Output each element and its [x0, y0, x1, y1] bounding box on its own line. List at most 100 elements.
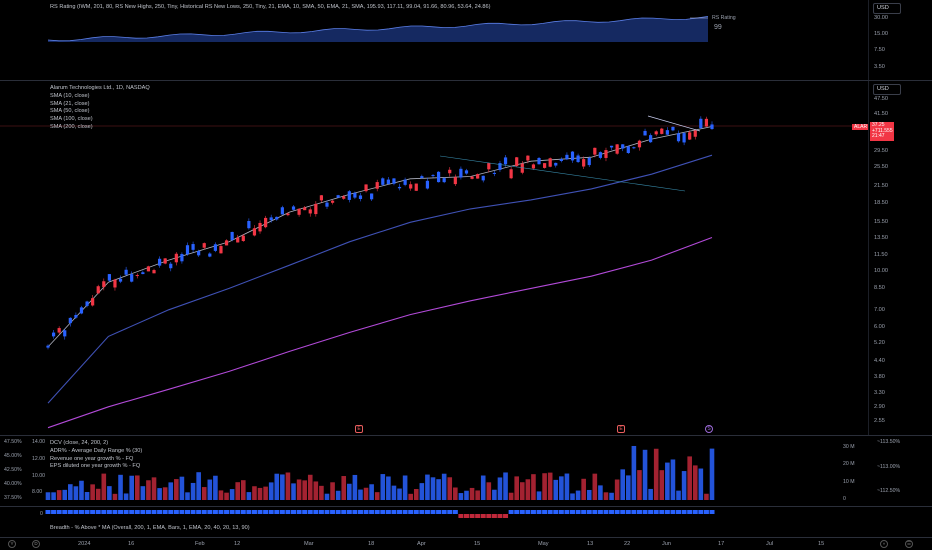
- dividend-marker[interactable]: S: [705, 425, 713, 433]
- date-range-icon[interactable]: D: [32, 540, 40, 548]
- candle: [63, 330, 67, 337]
- candle: [582, 159, 586, 167]
- indicator-adr[interactable]: ADR% - Average Daily Range % (30): [50, 447, 143, 454]
- volume-pane[interactable]: DCV (close, 24, 200, 2) ADR% - Average D…: [0, 436, 932, 506]
- indicator-sma50[interactable]: SMA (50, close): [50, 108, 90, 115]
- volume-chart: [45, 445, 715, 500]
- breadth-bar: [140, 510, 146, 514]
- candle: [459, 168, 463, 178]
- candle: [442, 178, 446, 183]
- candle: [174, 253, 178, 263]
- breadth-bar: [257, 510, 263, 514]
- rs-tick: 15.00: [874, 31, 888, 37]
- volume-bar: [240, 480, 246, 500]
- volume-bar: [280, 474, 285, 500]
- breadth-bar: [173, 510, 179, 514]
- breadth-bar: [95, 510, 101, 514]
- volume-bar: [626, 475, 631, 500]
- candle: [420, 176, 424, 179]
- breadth-bar: [692, 510, 698, 514]
- volume-bar: [62, 489, 68, 500]
- volume-bar: [430, 477, 436, 500]
- volume-bar: [291, 483, 296, 500]
- candle: [197, 251, 201, 256]
- candle: [503, 157, 508, 165]
- trendline: [647, 115, 701, 132]
- volume-bar: [586, 489, 592, 500]
- candle: [386, 179, 390, 184]
- indicator-eps[interactable]: EPS diluted one year growth % - FQ: [50, 463, 141, 470]
- currency-button[interactable]: USD: [873, 84, 901, 95]
- volume-bar: [335, 490, 341, 500]
- last-price-box: 37.25 +711.555 21:47: [870, 122, 894, 141]
- volume-bar: [73, 486, 79, 500]
- candle: [632, 147, 636, 149]
- breadth-bar: [190, 510, 196, 514]
- volume-bar: [441, 473, 447, 500]
- candle: [286, 213, 290, 216]
- breadth-bar: [486, 514, 492, 518]
- breadth-bar: [90, 510, 96, 514]
- time-label: 13: [587, 541, 594, 547]
- earnings-marker[interactable]: E: [355, 425, 363, 433]
- candle: [280, 207, 284, 215]
- indicator-sma10[interactable]: SMA (10, close): [50, 92, 90, 99]
- price-pane[interactable]: Alarum Technologies Ltd., 1D, NASDAQ SMA…: [0, 81, 932, 435]
- symbol-title[interactable]: Alarum Technologies Ltd., 1D, NASDAQ: [50, 85, 150, 91]
- candle: [224, 240, 229, 246]
- rs-price-axis[interactable]: USD 30.00 15.00 7.50 3.50: [868, 0, 932, 80]
- candle: [487, 163, 491, 170]
- currency-button[interactable]: USD: [873, 3, 901, 14]
- breadth-bar: [84, 510, 90, 514]
- earnings-marker[interactable]: E: [617, 425, 625, 433]
- price-tick: 25.50: [874, 164, 888, 171]
- indicator-dcv[interactable]: DCV (close, 24, 200, 2): [50, 440, 109, 446]
- candle: [515, 157, 519, 167]
- candle: [107, 274, 111, 281]
- time-label: 17: [718, 541, 725, 547]
- indicator-sma100[interactable]: SMA (100, close): [50, 116, 93, 123]
- volume-bar: [598, 485, 603, 500]
- breadth-pane[interactable]: 0 Breadth - % Above * MA (Overall, 200, …: [0, 507, 932, 537]
- settings-icon[interactable]: ☰: [905, 540, 913, 548]
- indicator-sma200[interactable]: SMA (200, close): [50, 123, 93, 130]
- countdown: 21:47: [872, 133, 885, 139]
- volume-bar: [503, 472, 508, 500]
- breadth-zero-tick: 0: [40, 511, 43, 517]
- price-tick: 2.55: [874, 418, 885, 424]
- sma-line-1: [47, 154, 713, 404]
- time-label: 15: [474, 541, 481, 547]
- candlestick-chart[interactable]: [0, 81, 868, 435]
- candle: [565, 154, 569, 160]
- candle: [392, 178, 396, 184]
- candle: [247, 221, 251, 229]
- volume-bar: [408, 493, 413, 500]
- time-label: May: [538, 541, 549, 547]
- breadth-bar: [67, 510, 73, 514]
- volume-bar: [196, 472, 201, 500]
- go-to-start-icon[interactable]: Y: [8, 540, 16, 548]
- candle: [609, 145, 614, 148]
- breadth-legend[interactable]: Breadth - % Above * MA (Overall, 200, 1,…: [50, 525, 250, 531]
- candle: [576, 155, 580, 163]
- volume-bar: [229, 489, 235, 500]
- volume-bar: [497, 477, 503, 500]
- breadth-bar: [268, 510, 274, 514]
- go-to-realtime-icon[interactable]: »: [880, 540, 888, 548]
- rs-tick: 7.50: [874, 47, 885, 53]
- candle: [353, 192, 357, 198]
- breadth-bar: [553, 510, 559, 514]
- volume-bar: [698, 468, 704, 500]
- volume-bar: [90, 484, 95, 500]
- indicator-sma21[interactable]: SMA (21, close): [50, 100, 90, 107]
- rs-rating-pane[interactable]: RS Rating (IWM, 201, 80, RS New Highs, 2…: [0, 0, 932, 80]
- volume-bar: [642, 449, 648, 500]
- left-tick: 42.50%: [4, 467, 22, 473]
- candle: [180, 254, 184, 262]
- price-tick: 21.50: [874, 183, 888, 190]
- volume-bar: [514, 476, 520, 500]
- breadth-bar: [346, 510, 352, 514]
- indicator-revenue[interactable]: Revenue one year growth % - FQ: [50, 455, 134, 462]
- volume-bar: [570, 493, 575, 500]
- breadth-bar: [463, 514, 469, 518]
